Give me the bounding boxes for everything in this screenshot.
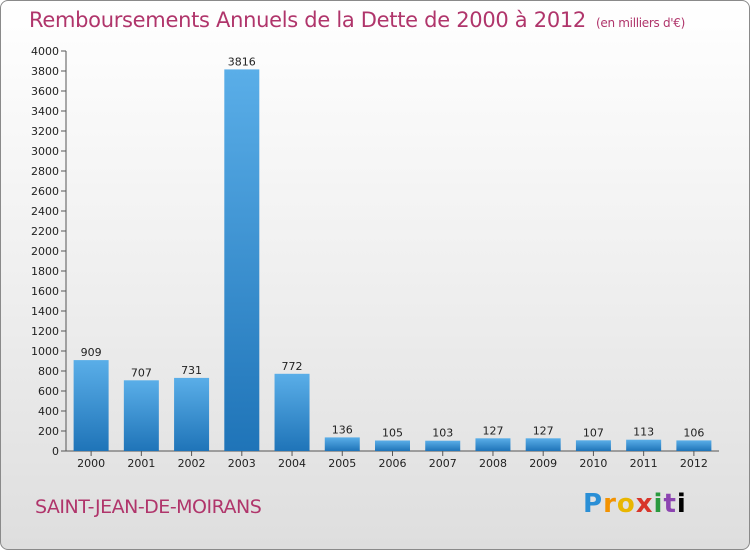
x-tick-label: 2004 bbox=[278, 457, 306, 470]
bar-value-label: 3816 bbox=[228, 55, 256, 68]
y-tick-label: 2000 bbox=[31, 245, 59, 258]
x-tick-label: 2000 bbox=[77, 457, 105, 470]
bar bbox=[626, 439, 662, 451]
chart-title-text: Remboursements Annuels de la Dette de 20… bbox=[29, 8, 586, 32]
y-tick-label: 200 bbox=[38, 425, 59, 438]
bar bbox=[525, 438, 561, 451]
y-tick-label: 1400 bbox=[31, 305, 59, 318]
bar bbox=[224, 69, 260, 452]
x-tick-label: 2011 bbox=[630, 457, 658, 470]
y-tick-label: 0 bbox=[52, 445, 59, 458]
y-tick-label: 4000 bbox=[31, 45, 59, 58]
bar bbox=[324, 437, 360, 451]
x-tick-label: 2010 bbox=[579, 457, 607, 470]
x-tick-label: 2003 bbox=[228, 457, 256, 470]
y-tick-label: 2600 bbox=[31, 185, 59, 198]
bar bbox=[73, 360, 109, 451]
bar bbox=[123, 380, 159, 451]
logo-letter: x bbox=[635, 489, 654, 519]
x-tick-label: 2002 bbox=[178, 457, 206, 470]
y-tick-label: 2200 bbox=[31, 225, 59, 238]
y-tick-label: 3600 bbox=[31, 85, 59, 98]
logo-letter: r bbox=[603, 489, 617, 519]
logo-letter: P bbox=[583, 489, 604, 519]
bar bbox=[375, 440, 410, 451]
chart-title: Remboursements Annuels de la Dette de 20… bbox=[29, 8, 685, 32]
bar-value-label: 105 bbox=[382, 427, 403, 440]
bar-value-label: 136 bbox=[332, 423, 353, 436]
x-tick-label: 2012 bbox=[680, 457, 708, 470]
y-tick-label: 2800 bbox=[31, 165, 59, 178]
y-tick-label: 2400 bbox=[31, 205, 59, 218]
proxiti-logo: Proxiti bbox=[583, 489, 687, 519]
x-tick-label: 2007 bbox=[429, 457, 457, 470]
bar-value-label: 127 bbox=[533, 424, 554, 437]
bar bbox=[676, 440, 712, 451]
bar-value-label: 127 bbox=[482, 424, 503, 437]
x-tick-label: 2008 bbox=[479, 457, 507, 470]
chart-axes: 0 200 400 600 800 1000 1200 1400 1600 1800 2000 220… bbox=[31, 45, 719, 470]
y-tick-label: 600 bbox=[38, 385, 59, 398]
logo-letter: t bbox=[663, 489, 677, 519]
bar-value-label: 909 bbox=[81, 346, 102, 359]
y-tick-label: 1200 bbox=[31, 325, 59, 338]
x-tick-label: 2009 bbox=[529, 457, 557, 470]
bar-value-label: 772 bbox=[282, 360, 303, 373]
bar-value-label: 106 bbox=[683, 426, 704, 439]
bar-value-label: 103 bbox=[432, 427, 453, 440]
y-tick-label: 3200 bbox=[31, 125, 59, 138]
logo-letter: i bbox=[653, 489, 664, 519]
y-tick-label: 1600 bbox=[31, 285, 59, 298]
bar-value-label: 107 bbox=[583, 426, 604, 439]
bar bbox=[174, 377, 210, 451]
bar-value-label: 113 bbox=[633, 426, 654, 439]
bar-value-label: 707 bbox=[131, 366, 152, 379]
logo-letter: o bbox=[616, 489, 636, 519]
bar bbox=[425, 440, 461, 451]
bar bbox=[274, 373, 310, 451]
y-tick-label: 800 bbox=[38, 365, 59, 378]
y-tick-label: 1000 bbox=[31, 345, 59, 358]
y-tick-label: 400 bbox=[38, 405, 59, 418]
bar-value-label: 731 bbox=[181, 364, 202, 377]
chart-subtitle: (en milliers d'€) bbox=[596, 16, 686, 30]
bar bbox=[475, 438, 511, 451]
logo-letter: i bbox=[676, 489, 687, 519]
x-tick-label: 2005 bbox=[328, 457, 356, 470]
commune-name: SAINT-JEAN-DE-MOIRANS bbox=[35, 496, 262, 518]
y-tick-label: 1800 bbox=[31, 265, 59, 278]
chart-bars: 909 707 731 3816 772 136 105 103 127 127 107 113 106 bbox=[73, 55, 712, 452]
y-tick-label: 3400 bbox=[31, 105, 59, 118]
y-tick-label: 3000 bbox=[31, 145, 59, 158]
x-tick-label: 2001 bbox=[127, 457, 155, 470]
y-tick-label: 3800 bbox=[31, 65, 59, 78]
x-tick-label: 2006 bbox=[379, 457, 407, 470]
bar bbox=[575, 440, 611, 451]
